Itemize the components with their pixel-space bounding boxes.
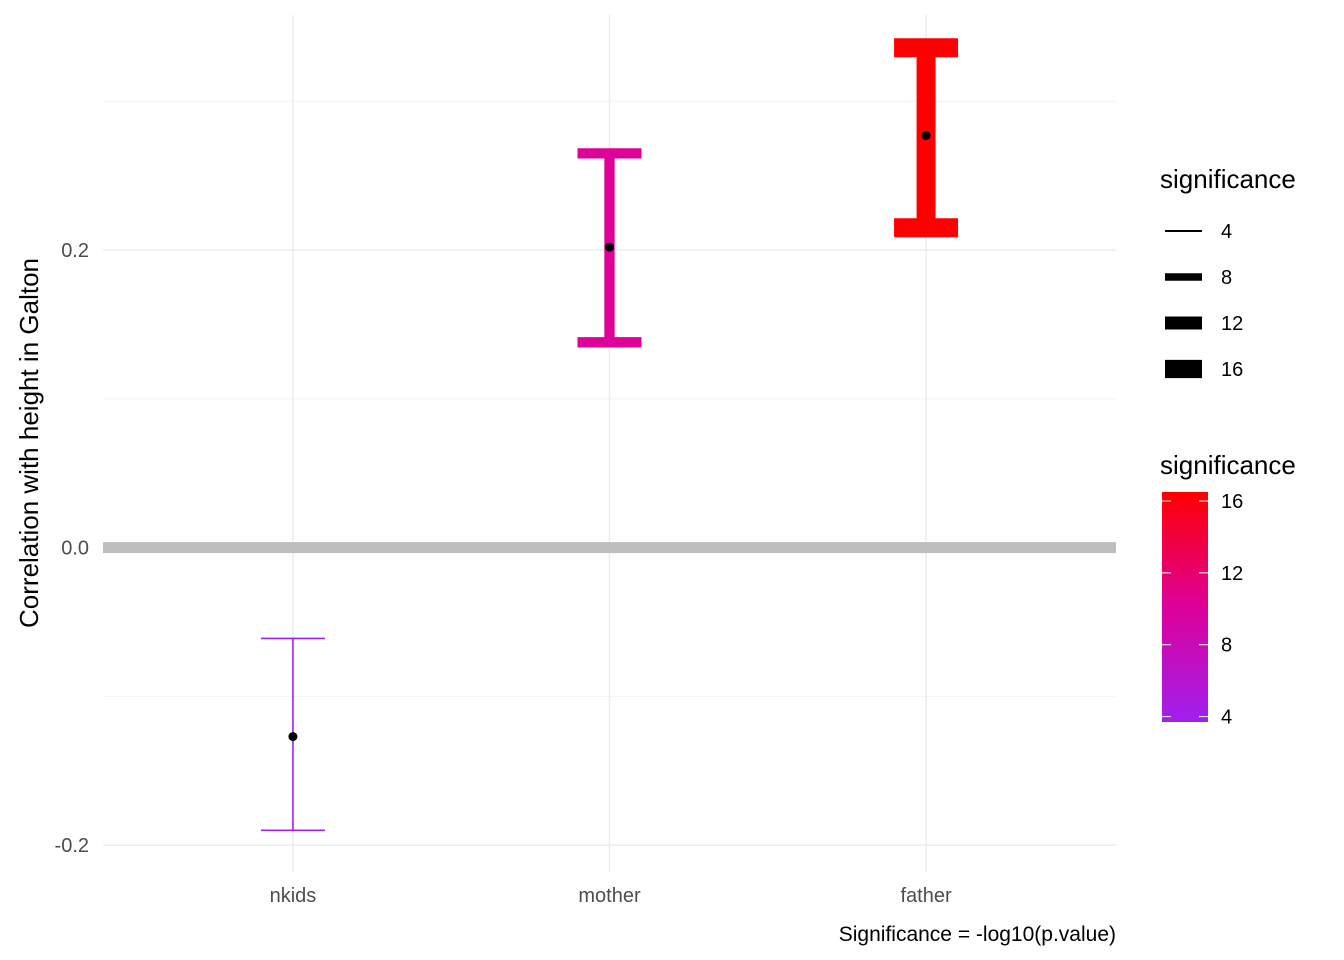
size-legend-keys: 4 8 12 16	[1165, 221, 1243, 381]
y-axis-title: Correlation with height in Galton	[14, 258, 44, 628]
estimate-points	[288, 131, 931, 742]
color-legend-title: significance	[1160, 450, 1296, 480]
estimate-point-mother	[605, 242, 614, 252]
size-legend-label: 8	[1221, 267, 1232, 289]
estimate-point-father	[921, 131, 931, 141]
y-tick-label: -0.2	[55, 835, 89, 857]
size-legend-title: significance	[1160, 164, 1296, 194]
y-tick-label: 0.2	[61, 240, 89, 262]
color-legend: significance 4 8 12 16	[1160, 450, 1296, 729]
grid-lines	[103, 15, 1116, 872]
size-legend: significance 4 8 12 16	[1160, 164, 1296, 381]
x-tick-label: father	[900, 885, 951, 907]
colorbar-label: 4	[1221, 707, 1232, 729]
y-tick-label: 0.0	[61, 538, 89, 560]
size-legend-label: 12	[1221, 313, 1243, 335]
x-tick-label: mother	[578, 885, 641, 907]
colorbar-label: 8	[1221, 635, 1232, 657]
colorbar-ticks: 4 8 12 16	[1162, 491, 1243, 729]
x-axis-ticks: nkids mother father	[270, 885, 952, 907]
estimate-point-nkids	[288, 732, 298, 742]
size-legend-label: 16	[1221, 359, 1243, 381]
chart-caption: Significance = -log10(p.value)	[839, 923, 1116, 946]
colorbar-label: 16	[1221, 491, 1243, 513]
y-axis-ticks: -0.2 0.0 0.2	[55, 240, 89, 857]
colorbar-label: 12	[1221, 563, 1243, 585]
size-legend-label: 4	[1221, 221, 1232, 243]
x-tick-label: nkids	[270, 885, 317, 907]
colorbar	[1162, 492, 1208, 722]
